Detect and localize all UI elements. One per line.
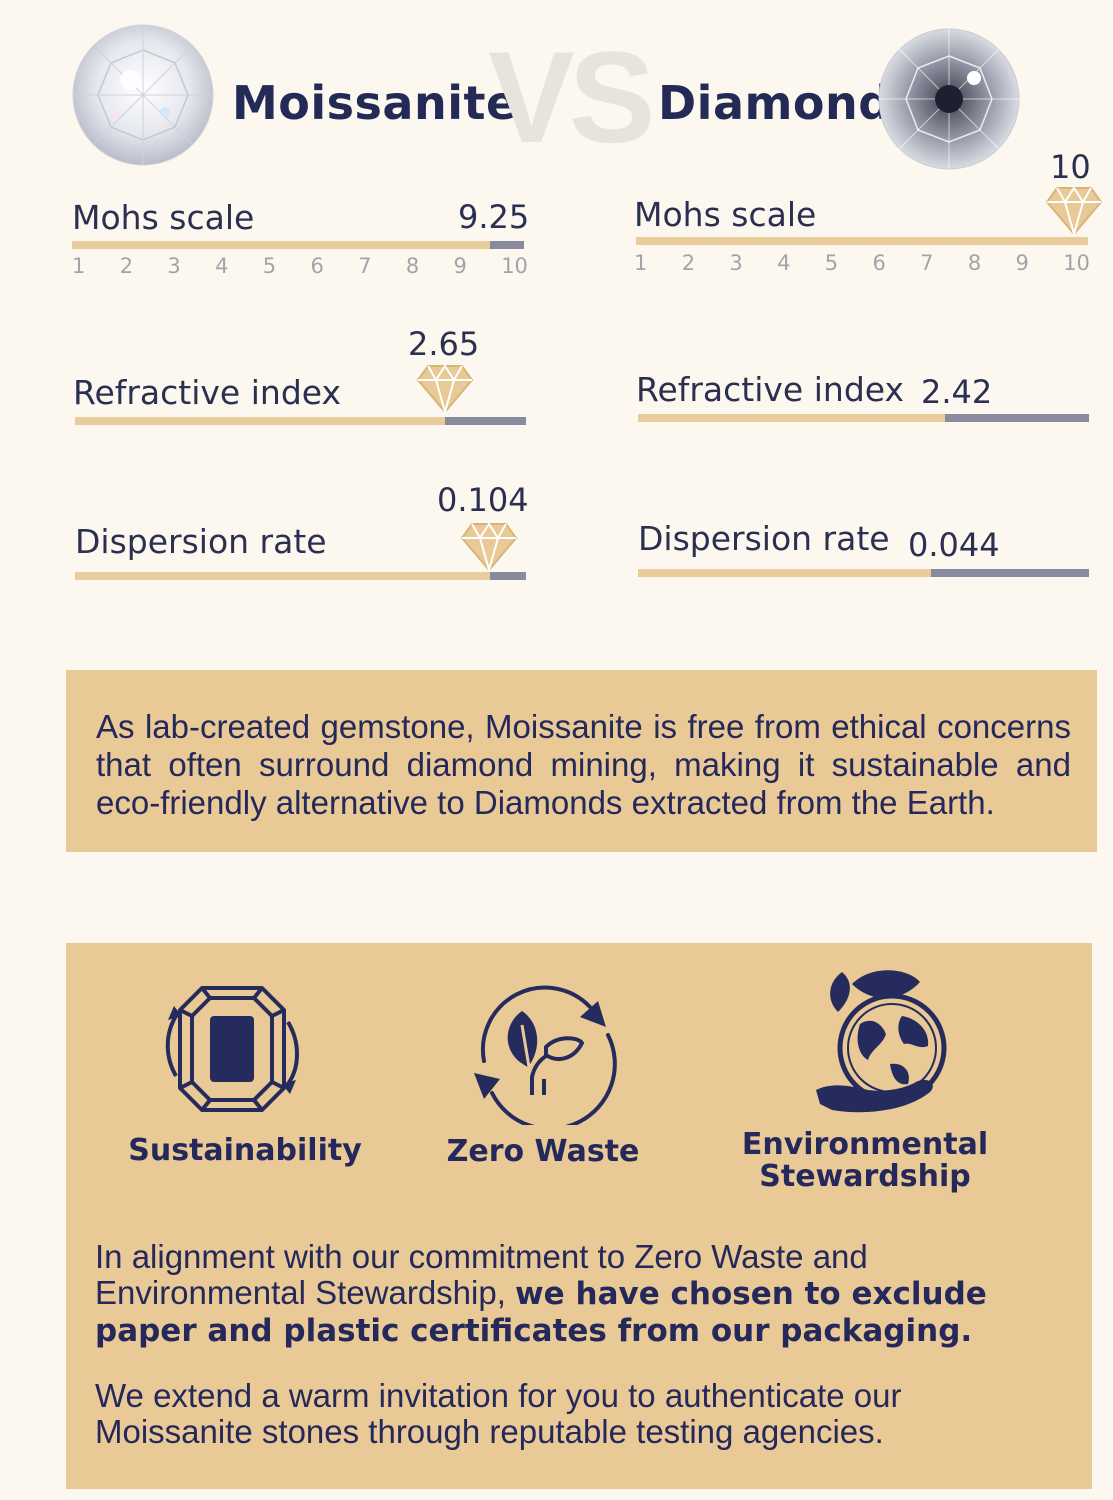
moissanite-mohs-value: 9.25	[458, 198, 530, 236]
diamond-dispersion-bar	[638, 569, 1089, 577]
tick-label: 7	[920, 251, 934, 275]
tick-label: 9	[453, 254, 467, 278]
diamond-refractive-label: Refractive index	[636, 370, 905, 409]
moissanite-refractive-value: 2.65	[408, 325, 480, 363]
tick-label: 4	[777, 251, 791, 275]
tick-label: 5	[824, 251, 839, 275]
diamond-dispersion-value: 0.044	[908, 526, 1000, 564]
diamond-marker-icon	[416, 364, 474, 418]
leaf-recycle-icon	[462, 975, 622, 1131]
tick-label: 1	[72, 254, 86, 278]
sustainability-label: Sustainability	[128, 1133, 362, 1168]
diamond-marker-icon	[1045, 186, 1103, 240]
moissanite-dispersion-label: Dispersion rate	[75, 522, 327, 561]
diamond-dispersion-label: Dispersion rate	[638, 519, 890, 558]
tick-label: 4	[215, 254, 229, 278]
commitment-part1: In alignment with our commitment to Zero…	[95, 1238, 868, 1311]
tick-label: 5	[262, 254, 277, 278]
moissanite-mohs-bar	[72, 241, 524, 249]
diamond-refractive-bar	[638, 414, 1089, 422]
ethics-panel	[66, 670, 1097, 852]
globe-in-hand-icon	[812, 964, 957, 1123]
commitment-text: In alignment with our commitment to Zero…	[95, 1238, 1065, 1350]
tick-label: 10	[1063, 251, 1090, 275]
moissanite-mohs-ticks: 1 2 3 4 5 6 7 8 9 10	[72, 254, 528, 278]
moissanite-refractive-label: Refractive index	[73, 373, 342, 412]
zero-waste-label: Zero Waste	[446, 1134, 640, 1169]
moissanite-refractive-bar	[75, 417, 526, 425]
tick-label: 10	[501, 254, 528, 278]
commitment-bold: we have chosen to exclude paper and plas…	[95, 1276, 987, 1349]
tick-label: 6	[872, 251, 886, 275]
emerald-cut-gem-cycle-icon	[160, 982, 305, 1121]
diamond-mohs-value: 10	[1050, 148, 1091, 186]
diamond-marker-icon	[460, 522, 518, 576]
moissanite-title: Moissanite	[232, 76, 518, 130]
tick-label: 3	[167, 254, 181, 278]
diamond-gem-image	[876, 26, 1022, 172]
vs-watermark: VS	[488, 24, 655, 170]
tick-label: 2	[119, 254, 134, 278]
environmental-label-line1: Environmental	[741, 1127, 989, 1162]
moissanite-dispersion-bar	[75, 572, 526, 580]
diamond-mohs-label: Mohs scale	[634, 195, 817, 234]
environmental-stewardship-label: Environmental Stewardship	[740, 1129, 990, 1193]
tick-label: 1	[634, 251, 648, 275]
diamond-mohs-bar	[636, 237, 1088, 245]
tick-label: 2	[681, 251, 696, 275]
tick-label: 8	[405, 254, 420, 278]
invitation-text: We extend a warm invitation for you to a…	[95, 1377, 902, 1450]
tick-label: 6	[310, 254, 324, 278]
moissanite-dispersion-value: 0.104	[437, 481, 529, 519]
tick-label: 8	[967, 251, 982, 275]
moissanite-gem-image	[70, 22, 216, 168]
diamond-mohs-ticks: 1 2 3 4 5 6 7 8 9 10	[634, 251, 1090, 275]
tick-label: 9	[1015, 251, 1029, 275]
tick-label: 3	[729, 251, 743, 275]
diamond-refractive-value: 2.42	[921, 373, 993, 411]
environmental-label-line2: Stewardship	[759, 1159, 971, 1194]
ethics-text: As lab-created gemstone, Moissanite is f…	[96, 708, 1071, 821]
diamond-title: Diamond	[658, 76, 892, 130]
moissanite-mohs-label: Mohs scale	[72, 198, 255, 237]
tick-label: 7	[358, 254, 372, 278]
